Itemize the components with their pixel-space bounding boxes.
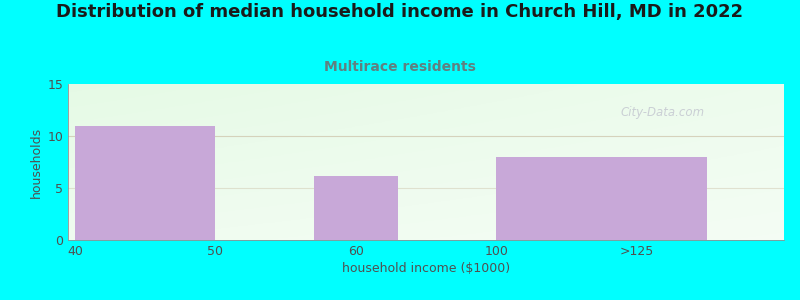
Bar xyxy=(314,176,398,240)
Text: Distribution of median household income in Church Hill, MD in 2022: Distribution of median household income … xyxy=(57,3,743,21)
X-axis label: household income ($1000): household income ($1000) xyxy=(342,262,510,275)
Bar xyxy=(496,157,706,240)
Text: City-Data.com: City-Data.com xyxy=(620,106,704,118)
Y-axis label: households: households xyxy=(30,126,43,198)
Text: Multirace residents: Multirace residents xyxy=(324,60,476,74)
Bar xyxy=(75,126,215,240)
